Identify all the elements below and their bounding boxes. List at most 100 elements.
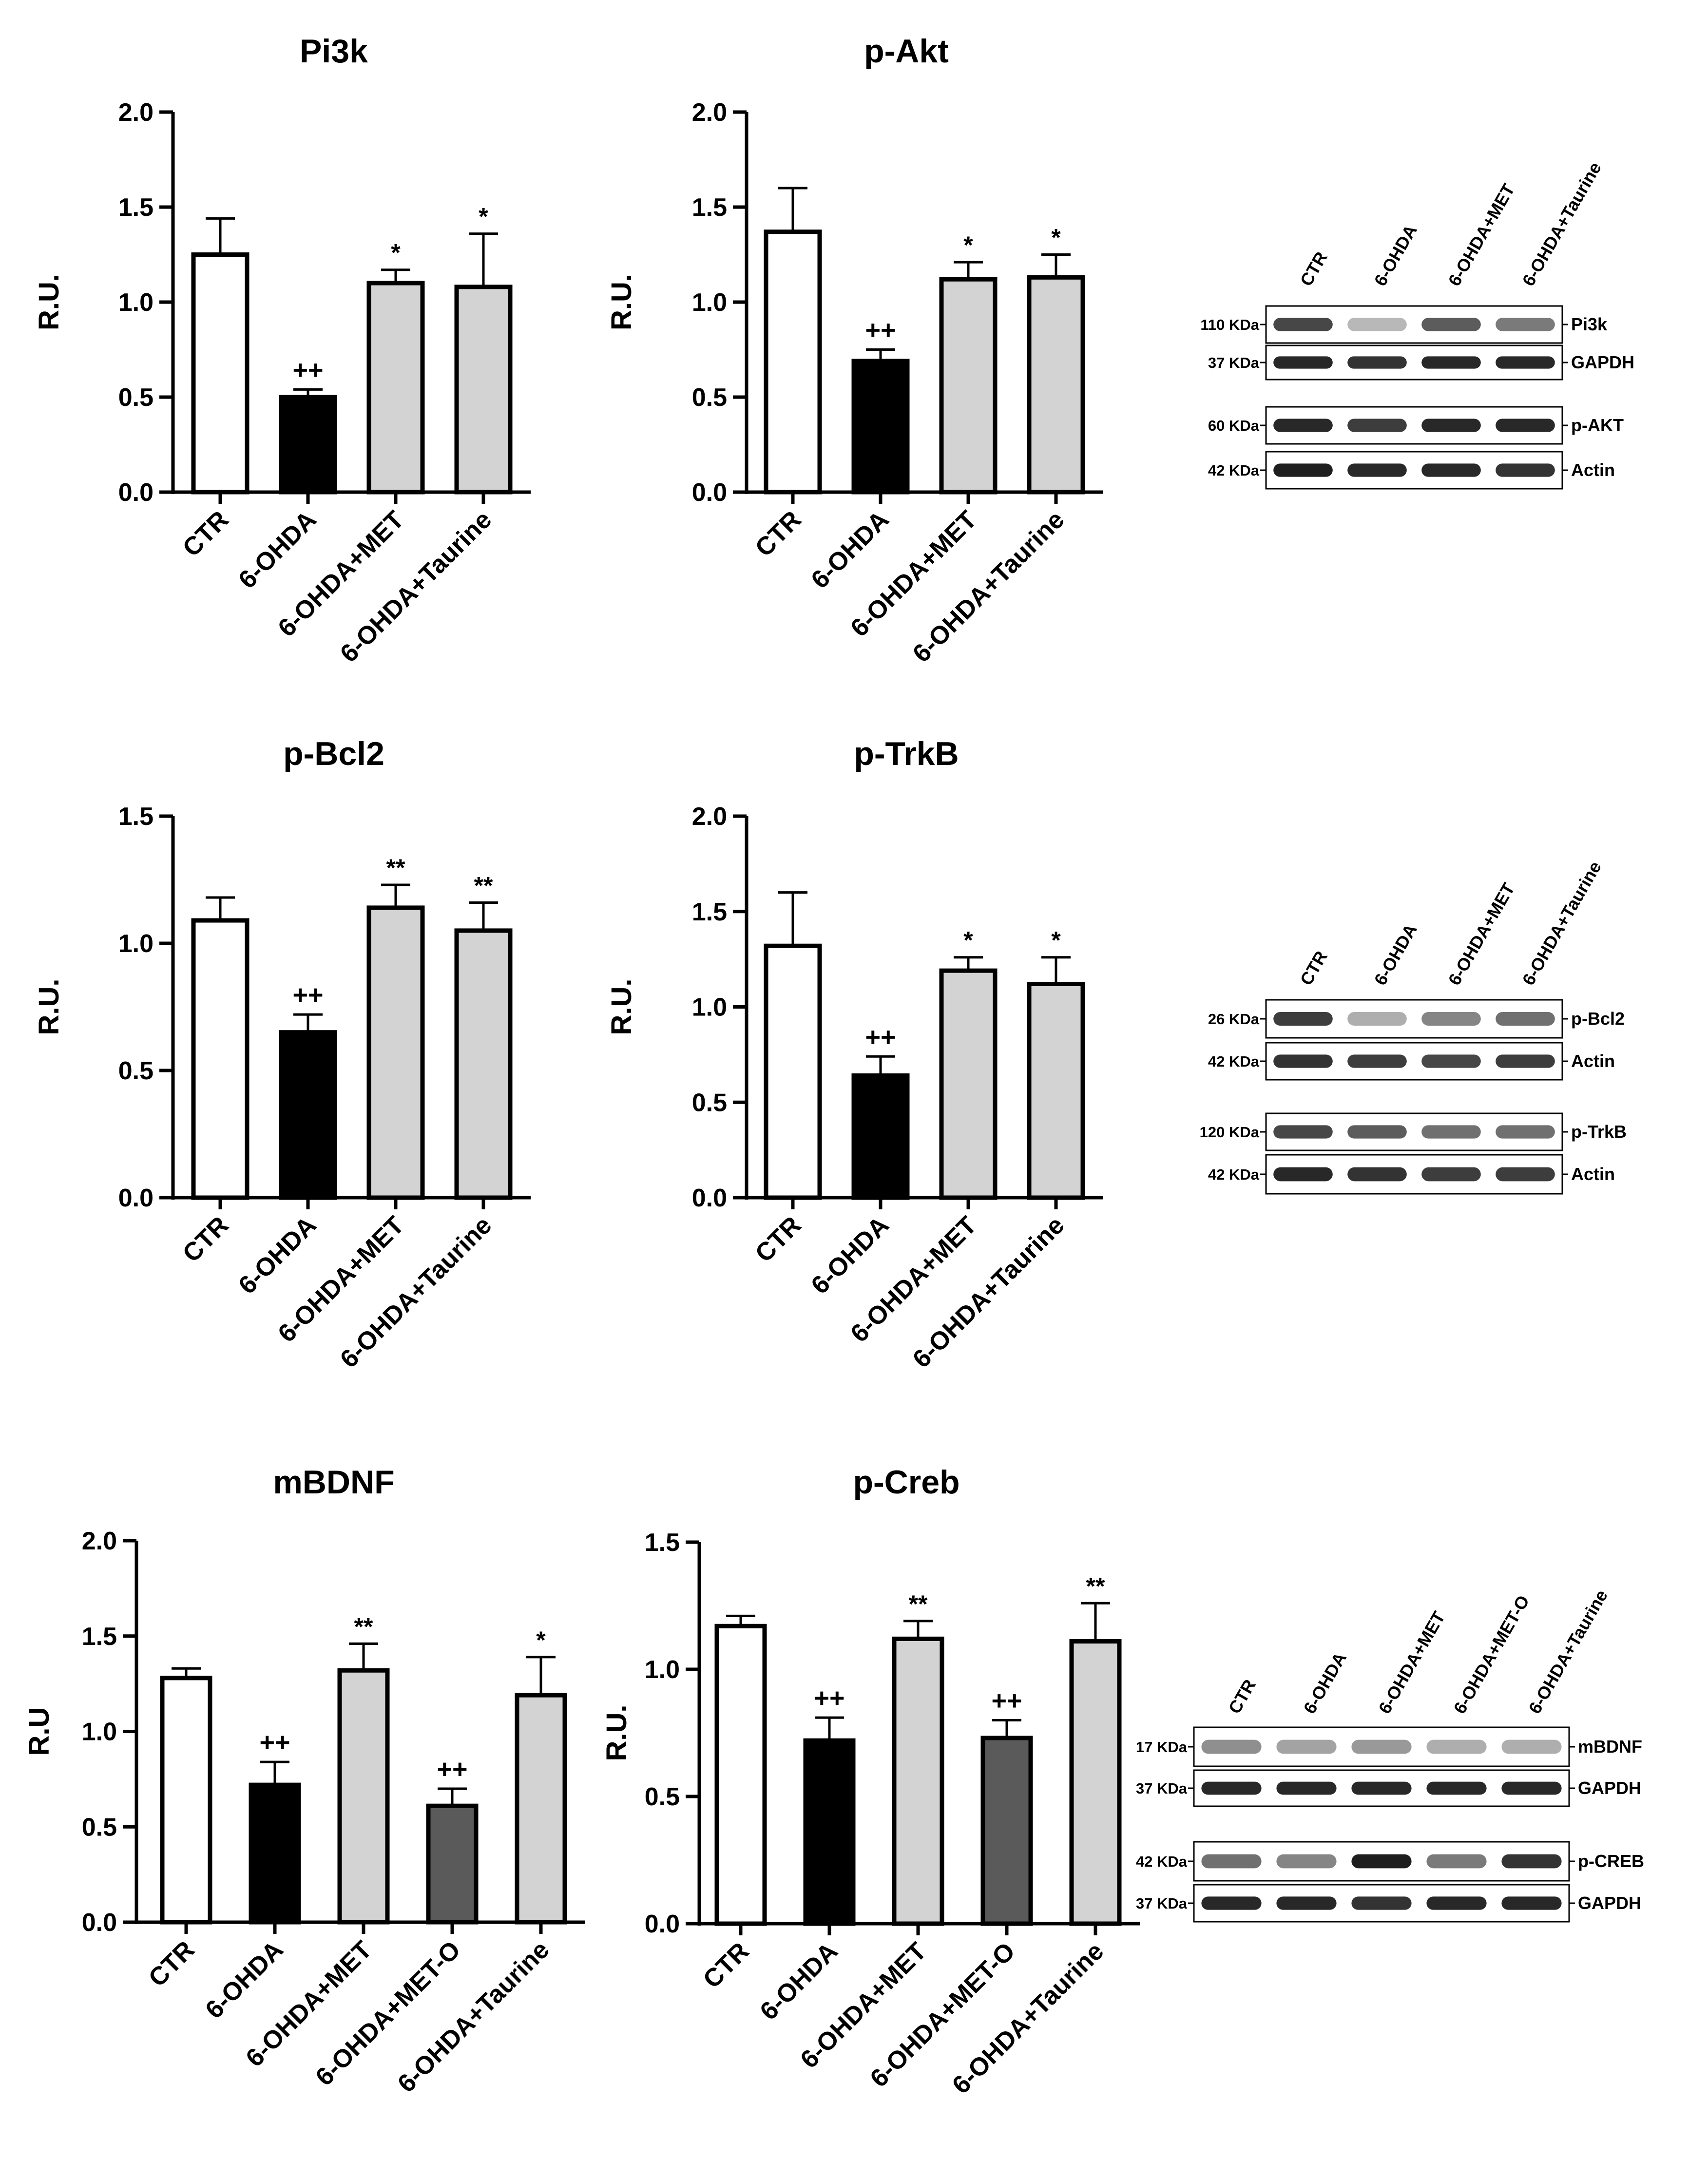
- x-tick-label: 6-OHDA: [200, 1935, 289, 2024]
- blot-band: [1201, 1896, 1262, 1910]
- blot-band: [1496, 1012, 1555, 1026]
- significance-label: ++: [814, 1683, 844, 1713]
- blot-band: [1347, 1125, 1407, 1139]
- significance-label: *: [536, 1626, 546, 1654]
- blot-lane-label: 6-OHDA: [1370, 221, 1421, 289]
- y-axis-label: R.U.: [33, 274, 65, 330]
- x-tick-label: CTR: [750, 505, 807, 562]
- blot-kda-label: 37 KDa: [1136, 1780, 1188, 1797]
- blot-lane-label: 6-OHDA: [1370, 920, 1421, 989]
- y-tick-label: 2.0: [82, 1527, 117, 1555]
- chart-title: p-Bcl2: [283, 735, 384, 772]
- y-tick-label: 0.5: [82, 1813, 117, 1841]
- blot-band: [1273, 1012, 1333, 1026]
- blot-protein-label: Actin: [1571, 1051, 1615, 1071]
- blot-band: [1273, 1167, 1333, 1182]
- bar: [191, 252, 249, 495]
- chart-2: p-Akt R.U. 0.0 0.5 1.0 1.5 2.0 CTR ++ 6-OHDA * 6-OH…: [606, 33, 1103, 668]
- bar: [939, 277, 998, 495]
- y-tick-label: 1.5: [118, 802, 154, 831]
- blot-band: [1347, 1054, 1407, 1068]
- blot-band: [1347, 1012, 1407, 1026]
- blot-band: [1421, 1012, 1481, 1026]
- significance-label: **: [354, 1613, 373, 1640]
- bar: [851, 1073, 910, 1200]
- chart-title: mBDNF: [273, 1464, 394, 1501]
- blot-lane-label: CTR: [1224, 1676, 1260, 1717]
- significance-label: ++: [292, 980, 323, 1010]
- significance-label: *: [1051, 927, 1061, 954]
- y-tick-label: 1.5: [692, 898, 727, 926]
- blot-lane-label: 6-OHDA+MET: [1444, 180, 1518, 289]
- blot-lane-label: 6-OHDA+Taurine: [1518, 158, 1605, 289]
- y-axis-label: R.U.: [606, 979, 637, 1035]
- blot-band: [1351, 1896, 1412, 1910]
- blot-band: [1421, 1125, 1481, 1139]
- blot-band: [1201, 1854, 1262, 1869]
- blot-kda-label: 110 KDa: [1200, 316, 1259, 333]
- chart-6: p-Creb R.U. 0.0 0.5 1.0 1.5 CTR ++ 6-OHDA ** 6-OHD…: [601, 1464, 1140, 2100]
- blot-band: [1421, 1167, 1481, 1182]
- bar: [249, 1782, 301, 1925]
- y-tick-label: 0.0: [118, 1184, 154, 1212]
- y-tick-label: 0.5: [692, 383, 727, 412]
- bar: [764, 229, 822, 495]
- x-tick-label: 6-OHDA+Taurine: [947, 1937, 1110, 2100]
- x-tick-label: 6-OHDA+Taurine: [907, 1211, 1070, 1374]
- y-tick-label: 1.0: [118, 288, 154, 317]
- blot-lane-label: 6-OHDA+Taurine: [1524, 1586, 1612, 1717]
- blot-kda-label: 60 KDa: [1208, 417, 1260, 434]
- bar: [279, 1030, 337, 1200]
- significance-label: ++: [437, 1755, 467, 1784]
- blot-band: [1273, 463, 1333, 477]
- bar: [1027, 982, 1085, 1200]
- blot-band: [1276, 1896, 1337, 1910]
- blot-band: [1351, 1854, 1412, 1869]
- blot-band: [1347, 1167, 1407, 1182]
- blot-band: [1421, 419, 1481, 432]
- chart-1: Pi3k R.U. 0.0 0.5 1.0 1.5 2.0 CTR ++ 6-OHDA * 6-OHD…: [33, 33, 531, 668]
- significance-label: ++: [292, 355, 323, 384]
- y-tick-label: 1.0: [692, 994, 727, 1022]
- blot-protein-label: GAPDH: [1578, 1893, 1641, 1913]
- blot-kda-label: 37 KDa: [1136, 1895, 1188, 1912]
- blot-lane-label: CTR: [1296, 947, 1331, 989]
- bar: [279, 395, 337, 495]
- bar: [1027, 275, 1085, 495]
- blot-protein-label: p-AKT: [1571, 415, 1624, 435]
- bar: [515, 1693, 567, 1925]
- significance-label: **: [1086, 1572, 1105, 1600]
- blot-protein-label: GAPDH: [1578, 1778, 1641, 1798]
- blot-panel-3: CTR 6-OHDA 6-OHDA+MET 6-OHDA+MET-O6-OHDA+Ta…: [1136, 1586, 1644, 1923]
- bar: [191, 918, 249, 1200]
- y-axis-label: R.U.: [33, 979, 65, 1035]
- x-tick-label: 6-OHDA: [233, 1211, 322, 1299]
- y-tick-label: 0.0: [645, 1910, 680, 1938]
- significance-label: *: [479, 203, 488, 230]
- y-tick-label: 0.0: [692, 478, 727, 507]
- chart-title: p-Creb: [853, 1464, 960, 1501]
- significance-label: *: [963, 231, 973, 259]
- chart-3: p-Bcl2 R.U. 0.0 0.5 1.0 1.5 CTR ++ 6-OHDA ** 6-OHD…: [33, 735, 531, 1374]
- blot-band: [1421, 1054, 1481, 1068]
- bar: [1069, 1639, 1122, 1926]
- x-tick-label: 6-OHDA: [233, 505, 322, 594]
- significance-label: ++: [865, 1022, 896, 1051]
- bar: [803, 1738, 856, 1926]
- blot-band: [1421, 318, 1481, 331]
- y-tick-label: 1.0: [118, 930, 154, 958]
- y-axis-label: R.U.: [606, 274, 637, 330]
- y-tick-label: 1.5: [118, 193, 154, 222]
- blot-band: [1426, 1854, 1487, 1869]
- blot-protein-label: p-Bcl2: [1571, 1009, 1625, 1029]
- x-tick-label: 6-OHDA+Taurine: [335, 1211, 498, 1374]
- blot-band: [1347, 419, 1407, 432]
- bar: [454, 928, 513, 1200]
- blot-band: [1501, 1781, 1562, 1795]
- blot-band: [1496, 318, 1555, 331]
- bar: [851, 359, 910, 495]
- blot-protein-label: p-CREB: [1578, 1851, 1644, 1871]
- y-axis-label: R.U: [23, 1707, 55, 1756]
- bar: [454, 285, 513, 495]
- chart-title: p-TrkB: [854, 735, 959, 772]
